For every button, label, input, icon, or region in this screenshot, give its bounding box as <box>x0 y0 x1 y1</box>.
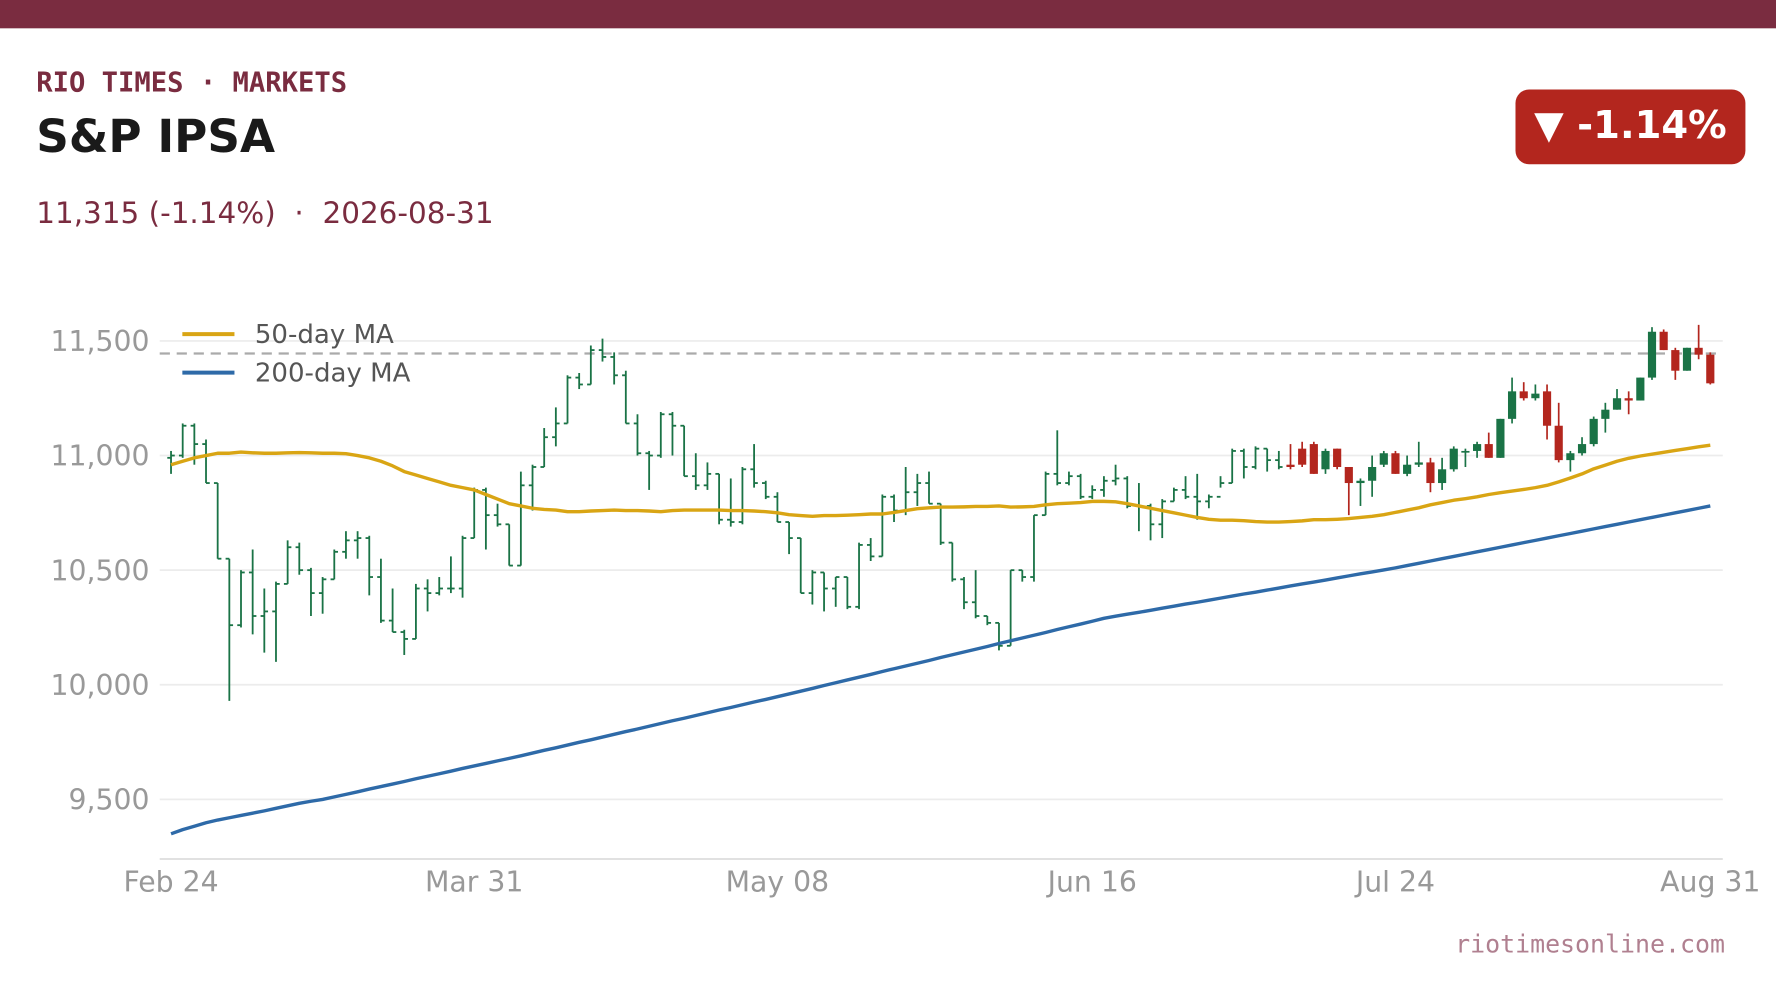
x-tick-label: Feb 24 <box>123 865 218 898</box>
candle-body <box>1542 391 1552 426</box>
candle-body <box>1438 469 1447 484</box>
subtitle: 11,315 (-1.14%) · 2026-08-31 <box>36 196 493 230</box>
candle-body <box>1368 466 1377 481</box>
candle-body <box>1682 347 1692 371</box>
x-tick-label: Aug 31 <box>1660 865 1760 898</box>
x-tick-label: Jun 16 <box>1046 865 1137 898</box>
candle-body <box>1344 466 1353 484</box>
legend-label: 50-day MA <box>255 320 394 350</box>
y-tick-label: 11,500 <box>50 325 149 358</box>
candle-body <box>1298 448 1307 465</box>
candle-body <box>1333 448 1342 467</box>
candle-body <box>1309 444 1318 474</box>
x-tick-label: Jul 24 <box>1354 865 1435 898</box>
y-tick-label: 10,000 <box>50 669 149 702</box>
candle-body <box>1461 450 1470 453</box>
candle-body <box>1379 453 1388 465</box>
legend-label: 200-day MA <box>255 359 411 389</box>
candle-body <box>1414 462 1423 465</box>
candle-body <box>1496 418 1505 458</box>
candle-body <box>1403 464 1412 474</box>
candle-body <box>1671 350 1680 371</box>
candle-body <box>1624 398 1633 401</box>
candle-body <box>1636 377 1645 401</box>
kicker: RIO TIMES · MARKETS <box>36 68 347 99</box>
candle-body <box>1507 391 1517 419</box>
y-tick-label: 9,500 <box>68 784 149 817</box>
candle-body <box>1484 444 1493 458</box>
candle-body <box>1577 444 1587 454</box>
x-tick-label: Mar 31 <box>425 865 523 898</box>
badge-background <box>1515 89 1746 165</box>
candle-body <box>1589 418 1598 445</box>
y-tick-label: 10,500 <box>50 554 149 587</box>
candle-body <box>1601 409 1610 419</box>
moving-average-line <box>170 443 1711 524</box>
candle-body <box>1531 393 1540 399</box>
candle-body <box>1321 450 1330 470</box>
candle-body <box>1566 453 1575 461</box>
source: riotimesonline.com <box>1455 930 1725 959</box>
chart-title: S&P IPSA <box>36 110 275 163</box>
candle-body <box>1286 464 1295 467</box>
candle-body <box>1706 354 1715 384</box>
y-tick-label: 11,000 <box>50 440 149 473</box>
candle-body <box>1694 347 1703 355</box>
top-bar <box>0 0 1776 29</box>
candle-body <box>1449 448 1458 470</box>
change-badge: ▼ -1.14% <box>1534 103 1727 148</box>
candle-body <box>1356 480 1365 484</box>
moving-average-line <box>170 504 1711 836</box>
candle-body <box>1659 331 1668 351</box>
candle-body <box>1391 453 1400 474</box>
candle-body <box>1554 425 1563 461</box>
candle-body <box>1519 391 1528 399</box>
plot-area: 9,500 10,000 10,500 11,000 11,500 Feb 24 Mar 3… <box>50 320 1760 898</box>
candle-body <box>1647 331 1657 378</box>
x-tick-label: May 08 <box>726 865 830 898</box>
candle-body <box>1473 444 1482 451</box>
candle-body <box>1612 398 1622 410</box>
candle-body <box>1426 462 1435 484</box>
